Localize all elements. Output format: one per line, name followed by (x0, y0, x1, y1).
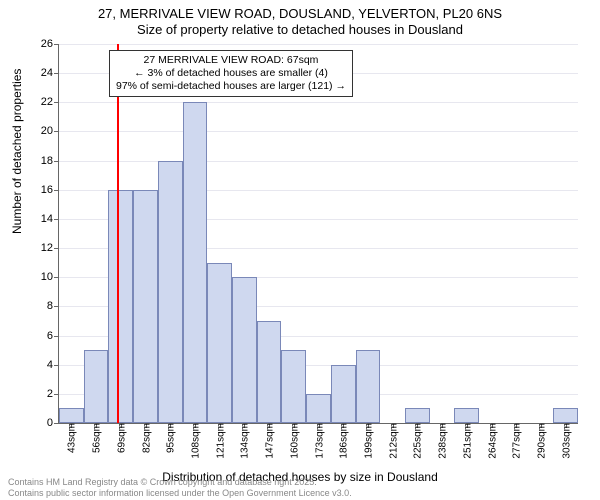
histogram-bar (454, 408, 479, 423)
footer-line-2: Contains public sector information licen… (8, 488, 352, 498)
xtick-label: 186sqm (337, 423, 350, 459)
xtick-label: 82sqm (139, 423, 152, 453)
annotation-line-1: 27 MERRIVALE VIEW ROAD: 67sqm (116, 54, 346, 67)
footer-line-1: Contains HM Land Registry data © Crown c… (8, 477, 352, 487)
xtick-label: 277sqm (510, 423, 523, 459)
histogram-bar (158, 161, 183, 423)
title-line-1: 27, MERRIVALE VIEW ROAD, DOUSLAND, YELVE… (0, 6, 600, 22)
xtick-label: 303sqm (559, 423, 572, 459)
xtick-label: 238sqm (436, 423, 449, 459)
histogram-bar (207, 263, 232, 423)
xtick-label: 160sqm (287, 423, 300, 459)
xtick-label: 225sqm (411, 423, 424, 459)
plot-area: 02468101214161820222426 27 MERRIVALE VIE… (58, 44, 578, 424)
histogram-bar (133, 190, 158, 423)
gridline (59, 161, 578, 162)
marker-line (117, 44, 119, 423)
gridline (59, 131, 578, 132)
histogram-bar (331, 365, 356, 423)
xtick-label: 173sqm (312, 423, 325, 459)
footer-attribution: Contains HM Land Registry data © Crown c… (8, 477, 352, 498)
histogram-bar (84, 350, 109, 423)
xtick-label: 69sqm (114, 423, 127, 453)
annotation-box: 27 MERRIVALE VIEW ROAD: 67sqm ← 3% of de… (109, 50, 353, 97)
ytick-label: 24 (41, 67, 59, 79)
xtick-label: 43sqm (65, 423, 78, 453)
xtick-label: 199sqm (361, 423, 374, 459)
histogram-bar (183, 102, 208, 423)
ytick-label: 26 (41, 38, 59, 50)
histogram-bar (281, 350, 306, 423)
xtick-label: 147sqm (263, 423, 276, 459)
ytick-label: 8 (47, 300, 59, 312)
histogram-bar (257, 321, 282, 423)
xtick-label: 95sqm (164, 423, 177, 453)
ytick-label: 10 (41, 271, 59, 283)
y-axis-label: Number of detached properties (10, 69, 24, 234)
histogram-bar (108, 190, 133, 423)
annotation-line-3: 97% of semi-detached houses are larger (… (116, 80, 346, 93)
ytick-label: 2 (47, 388, 59, 400)
ytick-label: 18 (41, 155, 59, 167)
xtick-label: 212sqm (386, 423, 399, 459)
annotation-line-2: ← 3% of detached houses are smaller (4) (116, 67, 346, 80)
xtick-label: 121sqm (213, 423, 226, 459)
xtick-label: 108sqm (188, 423, 201, 459)
ytick-label: 4 (47, 359, 59, 371)
histogram-bar (306, 394, 331, 423)
xtick-label: 134sqm (238, 423, 251, 459)
histogram-bar (232, 277, 257, 423)
xtick-label: 56sqm (90, 423, 103, 453)
xtick-label: 264sqm (485, 423, 498, 459)
ytick-label: 0 (47, 417, 59, 429)
histogram-bar (59, 408, 84, 423)
gridline (59, 102, 578, 103)
xtick-label: 290sqm (534, 423, 547, 459)
title-line-2: Size of property relative to detached ho… (0, 22, 600, 38)
chart-container: 27, MERRIVALE VIEW ROAD, DOUSLAND, YELVE… (0, 0, 600, 500)
ytick-label: 22 (41, 96, 59, 108)
ytick-label: 16 (41, 184, 59, 196)
chart-title: 27, MERRIVALE VIEW ROAD, DOUSLAND, YELVE… (0, 0, 600, 39)
histogram-bar (405, 408, 430, 423)
gridline (59, 44, 578, 45)
ytick-label: 14 (41, 213, 59, 225)
histogram-bar (553, 408, 578, 423)
ytick-label: 20 (41, 125, 59, 137)
ytick-label: 12 (41, 242, 59, 254)
xtick-label: 251sqm (460, 423, 473, 459)
ytick-label: 6 (47, 330, 59, 342)
histogram-bar (356, 350, 381, 423)
